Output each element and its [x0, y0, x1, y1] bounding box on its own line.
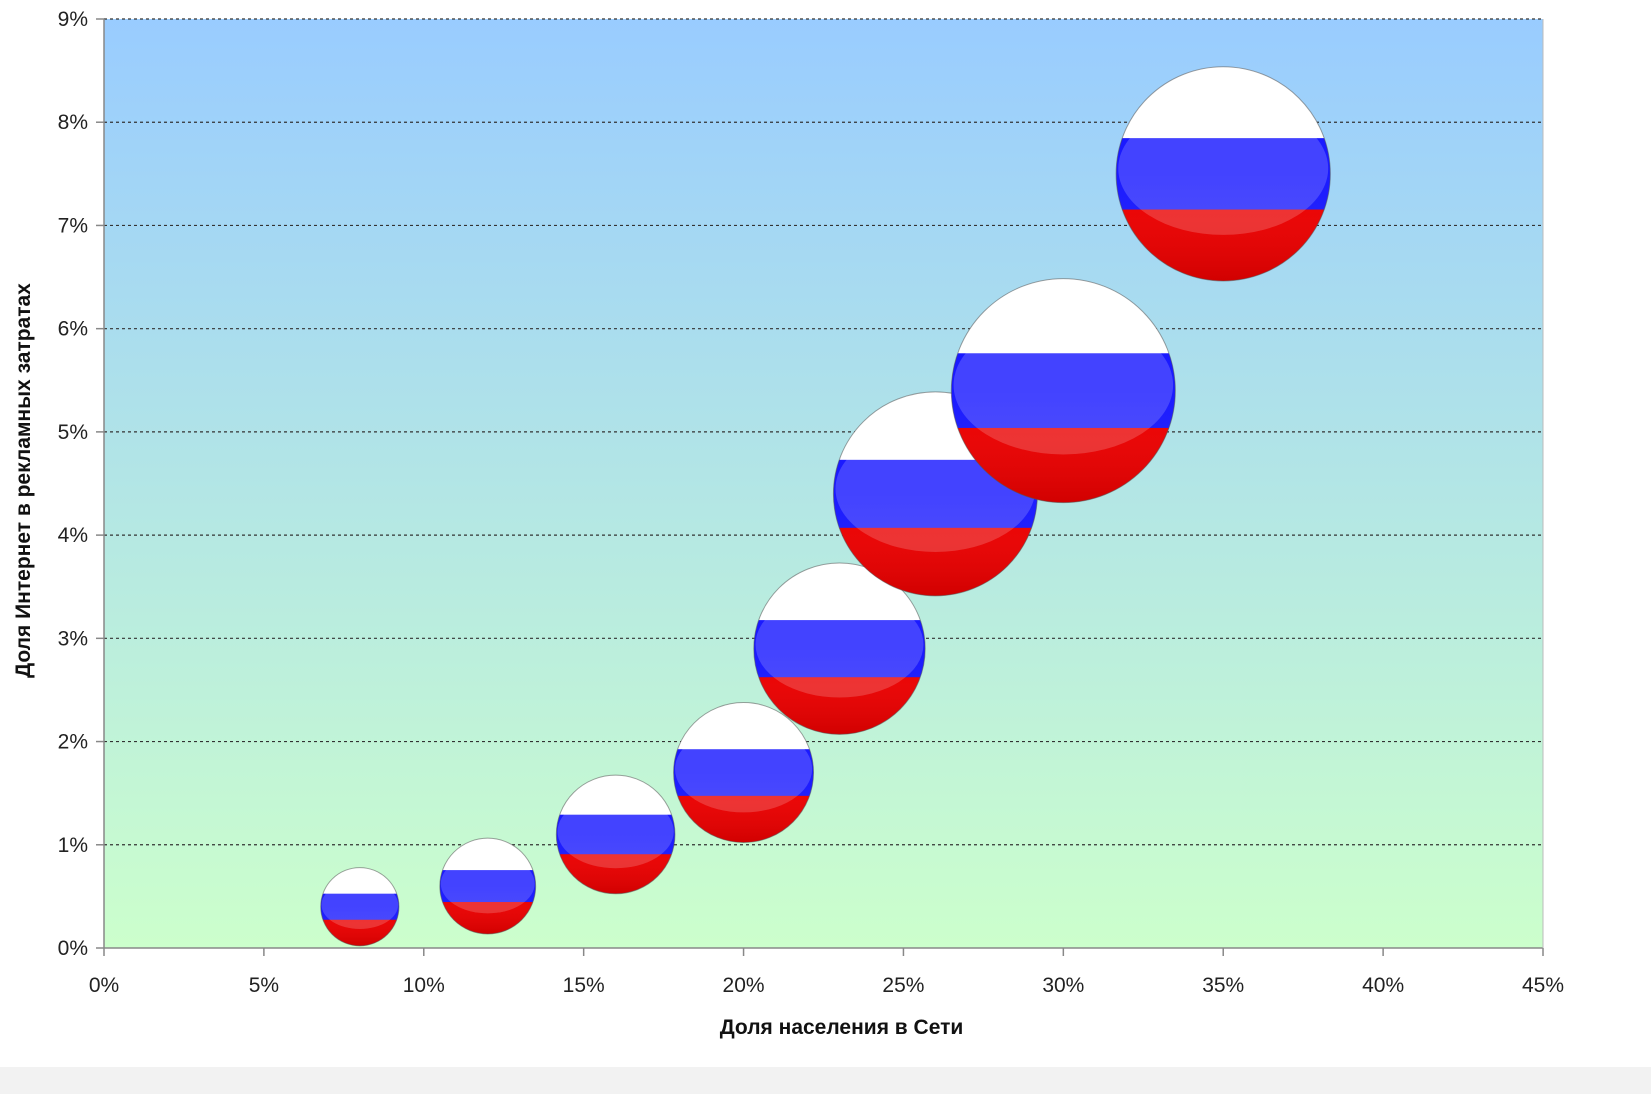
bubble-point	[1115, 66, 1331, 282]
bubble-highlight	[321, 880, 399, 930]
x-tick-labels: 0% 5% 10% 15% 20% 25% 30% 35% 40% 45%	[89, 974, 1564, 997]
y-tick-labels: 0% 1% 2% 3% 4% 5% 6% 7% 8% 9%	[58, 8, 88, 960]
y-axis-title: Доля Интернет в рекламных затратах	[12, 283, 35, 678]
x-tick-label: 40%	[1362, 974, 1404, 997]
x-tick-label: 15%	[563, 974, 605, 997]
x-tick-label: 5%	[249, 974, 279, 997]
bubble-highlight	[674, 725, 813, 813]
x-tick-label: 45%	[1522, 974, 1564, 997]
x-tick-label: 30%	[1042, 974, 1084, 997]
bubble-outline	[439, 837, 537, 935]
x-axis-title: Доля населения в Сети	[720, 1016, 964, 1039]
axes	[96, 18, 1544, 956]
bubble-outline	[673, 702, 815, 843]
y-tick-label: 7%	[58, 214, 88, 237]
y-tick-label: 6%	[58, 318, 88, 341]
x-tick-label: 25%	[882, 974, 924, 997]
bubble-highlight	[557, 794, 674, 869]
bubble-highlight	[1118, 102, 1329, 235]
x-tick-label: 35%	[1202, 974, 1244, 997]
y-tick-label: 9%	[58, 8, 88, 31]
bubble-outline	[950, 278, 1176, 504]
y-tick-label: 2%	[58, 731, 88, 754]
bubble-outline	[753, 562, 926, 735]
x-tick-label: 0%	[89, 974, 119, 997]
bubble-outline	[1115, 66, 1331, 282]
bubble-shading	[439, 838, 536, 934]
bubble-shading	[556, 775, 675, 894]
bubble-shading	[320, 867, 399, 946]
bottom-strip	[0, 1067, 1651, 1094]
bubble-point	[320, 867, 400, 947]
y-tick-label: 5%	[58, 421, 88, 444]
bubble-outline	[555, 774, 676, 895]
y-tick-label: 4%	[58, 524, 88, 547]
bubble-shading	[673, 702, 814, 843]
y-tick-label: 0%	[58, 937, 88, 960]
bubble-highlight	[953, 315, 1174, 455]
bubble-shading	[951, 278, 1176, 503]
bubble-outline	[320, 867, 400, 947]
bubble-point	[439, 837, 537, 935]
y-tick-label: 8%	[58, 111, 88, 134]
bubble-shading	[753, 562, 926, 735]
bubble-highlight	[755, 591, 924, 698]
bubble-point	[950, 278, 1176, 504]
bubble-shading	[1116, 66, 1331, 281]
x-tick-label: 10%	[403, 974, 445, 997]
bubble-point	[555, 774, 676, 895]
y-tick-label: 3%	[58, 627, 88, 650]
bubble-point	[673, 702, 815, 843]
y-tick-label: 1%	[58, 834, 88, 857]
x-tick-label: 20%	[723, 974, 765, 997]
bubble-highlight	[440, 853, 535, 914]
